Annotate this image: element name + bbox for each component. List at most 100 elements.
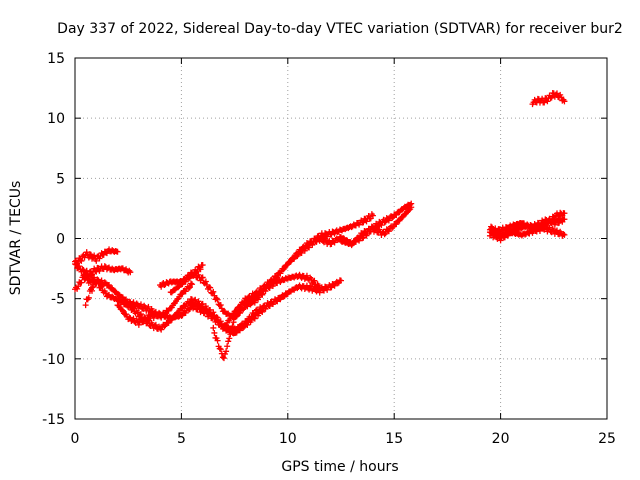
data-point (316, 284, 323, 291)
data-point (202, 278, 209, 285)
data-point (207, 284, 214, 291)
data-point (95, 280, 102, 287)
data-point (210, 288, 217, 295)
data-series-arc-6 (114, 277, 344, 337)
data-series-arc-2 (72, 261, 134, 280)
data-point (266, 303, 273, 310)
x-tick-label: 15 (385, 431, 403, 447)
data-point (544, 98, 551, 105)
data-series-arc-13 (486, 222, 568, 244)
data-point (185, 275, 192, 282)
data-point (244, 297, 251, 304)
data-series-arc-11 (338, 204, 415, 249)
data-point (90, 283, 97, 290)
data-point (408, 204, 415, 211)
data-point (74, 285, 81, 292)
x-tick-label: 25 (598, 431, 616, 447)
data-point (232, 313, 239, 320)
data-point (363, 218, 370, 225)
y-tick-label: 10 (47, 111, 65, 127)
data-point (197, 266, 204, 273)
data-point (258, 308, 265, 315)
data-point (190, 272, 197, 279)
data-point (232, 307, 239, 314)
y-tick-label: -15 (42, 412, 65, 428)
data-point (143, 317, 150, 324)
data-point (308, 275, 315, 282)
data-point (385, 228, 392, 235)
data-point (220, 355, 227, 362)
data-point (303, 272, 310, 279)
data-point (101, 263, 108, 270)
data-point (265, 302, 272, 309)
data-point (106, 282, 113, 289)
data-point (553, 227, 560, 234)
data-point (217, 346, 224, 353)
data-point (501, 234, 508, 241)
data-point (313, 238, 320, 245)
data-point (135, 321, 142, 328)
data-point (251, 299, 258, 306)
data-point (186, 284, 193, 291)
data-point (216, 345, 223, 352)
data-point (158, 326, 165, 333)
data-point (229, 323, 236, 330)
data-point (356, 235, 363, 242)
data-point (227, 331, 234, 338)
y-axis: -15 -10 -5 0 5 10 15 (42, 51, 607, 428)
data-series-arc-8 (167, 261, 206, 296)
data-point (83, 249, 90, 256)
y-tick-label: 15 (47, 51, 65, 67)
data-point (198, 306, 205, 313)
data-point (488, 223, 495, 230)
data-point (378, 222, 385, 229)
data-point (85, 294, 92, 301)
data-point (137, 311, 144, 318)
x-tick-label: 0 (71, 431, 80, 447)
data-point (389, 214, 396, 221)
data-point (133, 300, 140, 307)
data-point (185, 306, 192, 313)
data-point (280, 266, 287, 273)
data-point (199, 274, 206, 281)
data-point (560, 231, 567, 238)
data-point (194, 268, 201, 275)
data-point (83, 267, 90, 274)
data-point (240, 324, 247, 331)
data-point (381, 231, 388, 238)
data-point (214, 296, 221, 303)
data-point (541, 99, 548, 106)
y-tick-label: -5 (51, 292, 65, 308)
data-point (373, 225, 380, 232)
data-point (328, 284, 335, 291)
data-point (123, 311, 130, 318)
data-point (82, 302, 89, 309)
data-point (98, 283, 105, 290)
data-point (199, 261, 206, 268)
data-point (79, 266, 86, 273)
data-points (72, 90, 568, 362)
data-point (93, 268, 100, 275)
data-point (89, 287, 96, 294)
data-point (199, 305, 206, 312)
data-point (91, 274, 98, 281)
data-point (97, 284, 104, 291)
data-point (127, 269, 134, 276)
data-point (224, 343, 231, 350)
chart-title: Day 337 of 2022, Sidereal Day-to-day VTE… (57, 21, 623, 37)
data-point (130, 315, 137, 322)
data-point (251, 315, 258, 322)
data-point (78, 257, 85, 264)
data-point (228, 326, 235, 333)
data-point (546, 215, 553, 222)
data-point (93, 257, 100, 264)
data-point (187, 280, 194, 287)
data-point (130, 305, 137, 312)
y-tick-label: 5 (56, 171, 65, 187)
x-tick-label: 5 (177, 431, 186, 447)
data-point (541, 220, 548, 227)
data-point (87, 272, 94, 279)
data-point (360, 219, 367, 226)
data-point (96, 255, 103, 262)
